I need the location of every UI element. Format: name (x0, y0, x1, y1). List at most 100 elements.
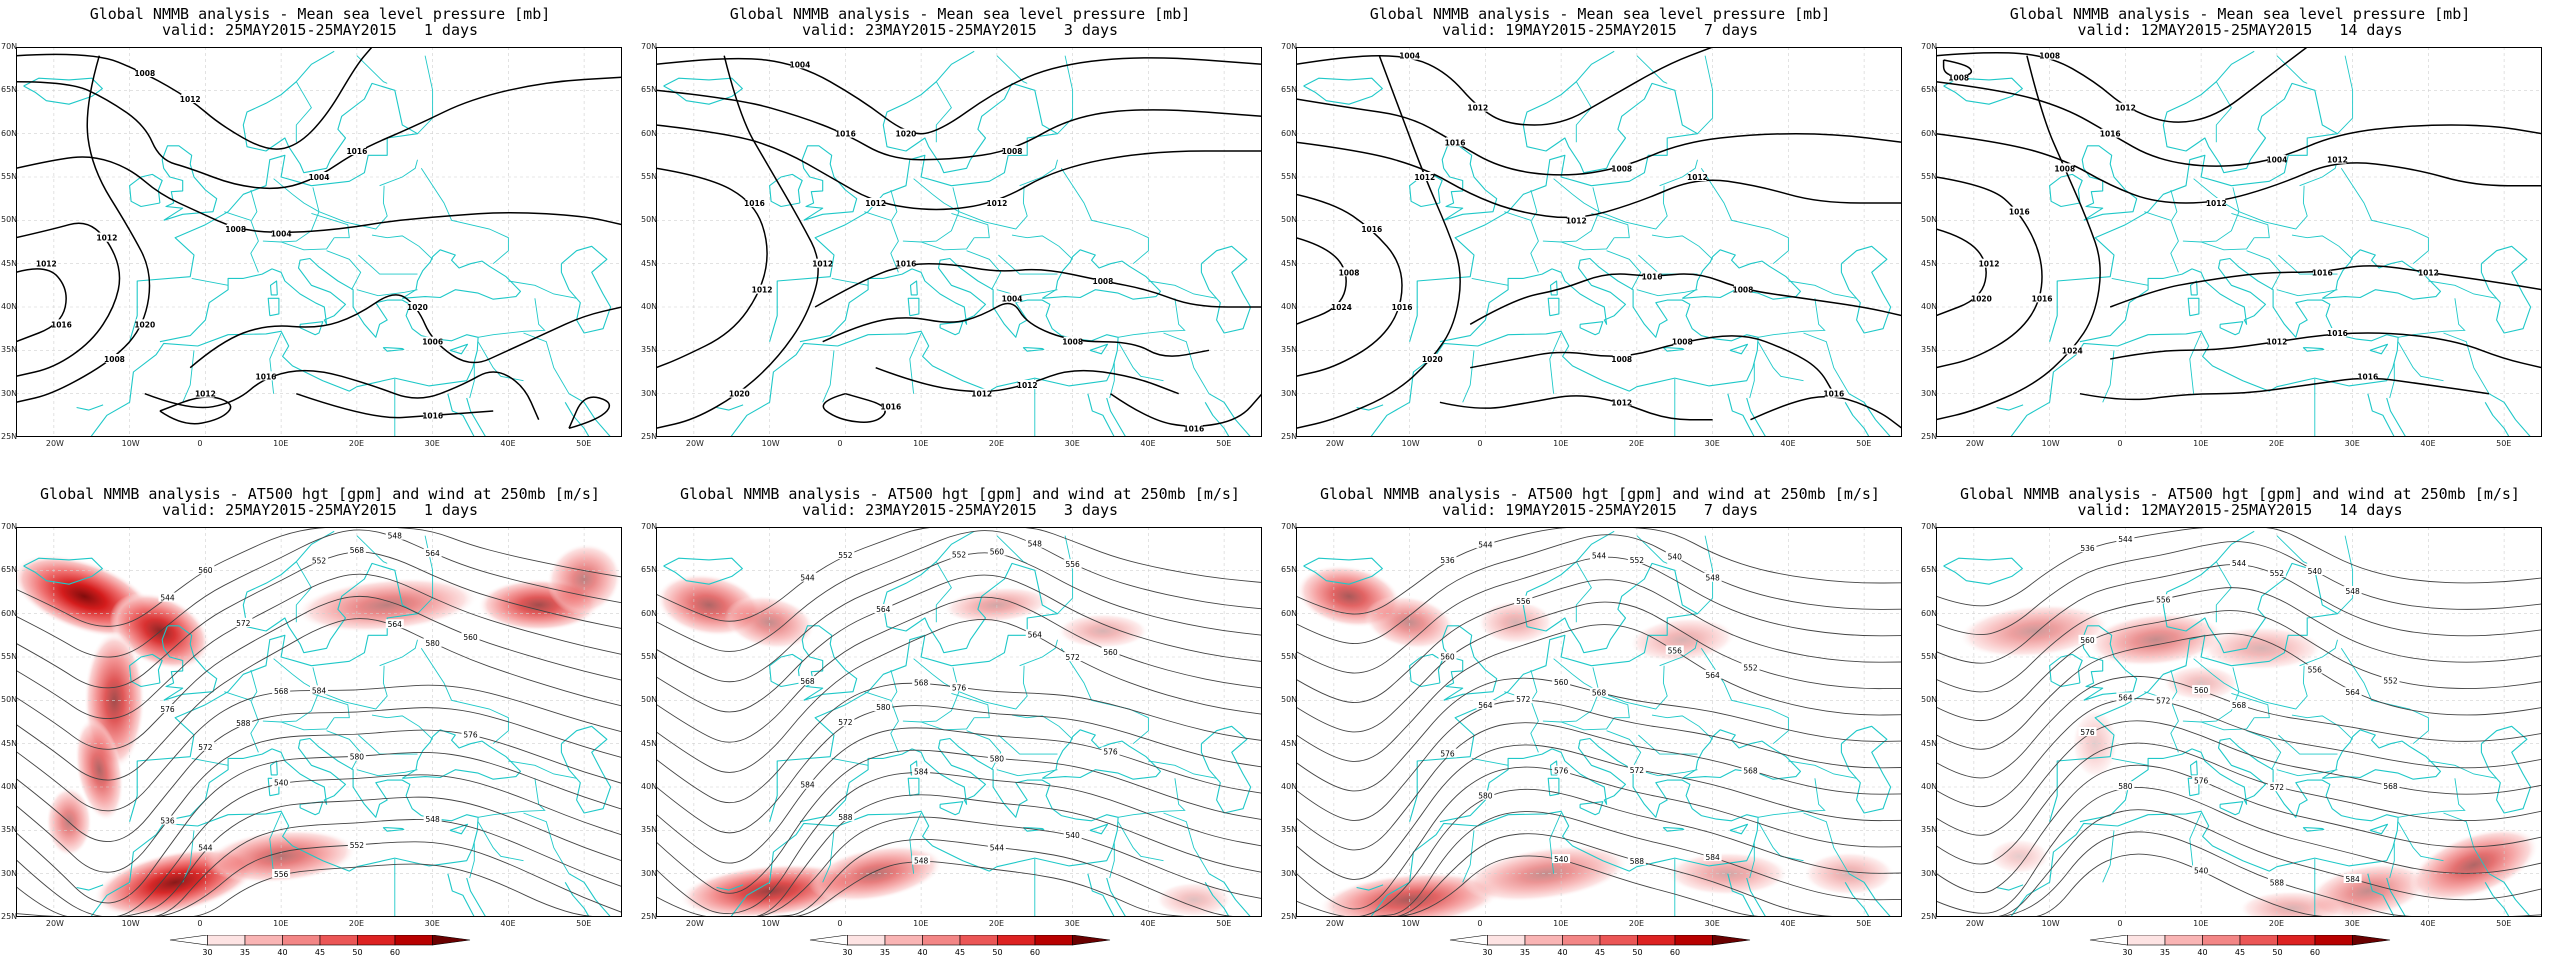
longitude-tick-label: 10W (121, 439, 140, 448)
map-border (1296, 47, 1902, 437)
map-canvas: 544 548 552 556 560 564 568 572 576 580 584 588 540 5… (656, 527, 1262, 917)
height-contour (656, 727, 1262, 864)
contour-labels: 544 548 552 556 560 564 568 572 576 580 540 544 548 5… (158, 530, 480, 879)
contour-label: 1016 (2312, 268, 2333, 277)
contour-label: 548 (388, 532, 403, 541)
longitude-tick-label: 20W (45, 919, 64, 928)
longitude-tick-label: 20E (988, 439, 1005, 448)
coastlines (663, 530, 1252, 917)
contour-label: 1008 (1092, 277, 1113, 286)
height-contour (656, 596, 1262, 743)
longitude-tick-label: 30E (2344, 439, 2360, 448)
contour-label: 560 (463, 633, 478, 642)
colorbar-segment (1674, 935, 1713, 946)
contour-label: 1012 (1414, 173, 1435, 182)
colorbar-tick-label: 40 (2197, 948, 2207, 957)
longitude-tick-label: 0 (837, 919, 843, 928)
height-contour (1936, 787, 2542, 914)
contour-label: 580 (425, 639, 440, 648)
colorbar-tick-label: 30 (842, 948, 852, 957)
latitude-tick-label: 65N (1921, 565, 1938, 575)
longitude-tick-label: 10E (913, 919, 929, 928)
isobar (822, 302, 1210, 357)
isobar (1469, 273, 1902, 325)
country-borders (2102, 55, 2497, 437)
map-border (1936, 527, 2542, 917)
contour-label: 544 (990, 844, 1005, 853)
latitude-tick-label: 70N (1, 42, 18, 51)
contour-label: 552 (838, 551, 853, 560)
height-contours (16, 527, 622, 917)
longitude-tick-label: 20E (2268, 919, 2285, 928)
contour-label: 540 (2194, 866, 2209, 875)
isobar (656, 124, 1262, 211)
colorbar-segment (1072, 935, 1111, 946)
contour-label: 572 (236, 619, 251, 628)
latitude-tick-label: 70N (1921, 42, 1938, 51)
height-contour (656, 794, 1262, 917)
height-contour (1936, 742, 2542, 865)
contour-label: 1012 (1467, 104, 1488, 113)
contour-label: 552 (1630, 556, 1645, 565)
latitude-ticks: 70N 65N 60N 55N 50N 45N 40N 35N 30N 25N (1920, 42, 1938, 441)
height-contour (656, 618, 1262, 773)
contour-label: 588 (838, 813, 853, 822)
height-contour (1296, 700, 1902, 821)
map-frame: 1004 1008 1012 1016 1020 1008 1004 1012 1016 1016… (656, 47, 1262, 437)
latitude-tick-label: 55N (1281, 172, 1298, 181)
latitude-tick-label: 55N (1281, 652, 1298, 661)
contour-label: 1020 (407, 303, 428, 312)
latitude-tick-label: 25N (1281, 432, 1298, 441)
colorbar-tick-label: 40 (1557, 948, 1567, 957)
latitude-tick-label: 50N (641, 215, 658, 225)
latitude-tick-label: 25N (1, 912, 18, 921)
contour-label: 1020 (1971, 294, 1992, 303)
contour-label: 588 (236, 719, 251, 728)
contour-label: 1012 (812, 260, 833, 269)
contour-label: 576 (2194, 776, 2209, 785)
latitude-tick-label: 55N (1921, 172, 1938, 181)
longitude-tick-label: 30E (424, 439, 440, 448)
panel-valid-period: valid: 19MAY2015-25MAY2015 7 days (1441, 501, 1759, 519)
longitude-tick-label: 20E (988, 919, 1005, 928)
panel-valid-period: valid: 19MAY2015-25MAY2015 7 days (1441, 21, 1759, 39)
longitude-tick-label: 50E (1856, 919, 1872, 928)
height-contour (1296, 722, 1902, 851)
latitude-tick-label: 30N (1, 388, 18, 398)
latitude-ticks: 70N 65N 60N 55N 50N 45N 40N 35N 30N 25N (0, 522, 18, 921)
contour-labels: 1008 1004 1012 1016 1020 1024 1016 1012 1016 1008… (1948, 50, 2439, 381)
height-contour (1296, 527, 1902, 615)
height-contour (16, 774, 622, 917)
contour-labels: 1008 1004 1008 1012 1016 1020 1020 1016 1012 1016… (36, 68, 443, 420)
height-contour (656, 574, 1262, 713)
longitude-tick-label: 10E (913, 439, 929, 448)
colorbar-segment (319, 935, 358, 946)
contour-label: 1016 (1361, 225, 1382, 234)
latitude-tick-label: 60N (1921, 608, 1938, 618)
latitude-tick-label: 70N (641, 42, 658, 51)
height-contour (656, 772, 1262, 914)
isobar (1439, 395, 1713, 421)
contour-label: 580 (990, 755, 1005, 764)
isobar (656, 89, 1262, 161)
latitude-tick-label: 50N (1, 215, 18, 225)
latitude-tick-label: 45N (1, 258, 18, 268)
hgt500-wind-panel-3: Global NMMB analysis - AT500 hgt [gpm] a… (1280, 480, 1920, 960)
contour-label: 576 (463, 730, 478, 739)
contour-label: 1008 (1732, 286, 1753, 295)
contour-label: 1016 (422, 411, 443, 420)
colorbar-segment (2089, 935, 2128, 946)
colorbar-tick-label: 30 (2122, 948, 2132, 957)
contour-label: 552 (2383, 676, 2398, 685)
contour-label: 560 (1103, 648, 1118, 657)
jet-stream-core (1629, 617, 1736, 662)
longitude-tick-label: 30E (2344, 919, 2360, 928)
latitude-ticks: 70N 65N 60N 55N 50N 45N 40N 35N 30N 25N (640, 522, 657, 921)
wind-speed-colorbar: 30 35 40 45 50 60 (2070, 935, 2410, 957)
latitude-tick-label: 65N (1, 565, 18, 575)
latitude-tick-label: 35N (1, 825, 18, 835)
contour-label: 548 (425, 815, 440, 824)
coastlines (1943, 530, 2532, 917)
latitude-tick-label: 70N (1281, 42, 1298, 51)
contour-label: 552 (952, 551, 967, 560)
